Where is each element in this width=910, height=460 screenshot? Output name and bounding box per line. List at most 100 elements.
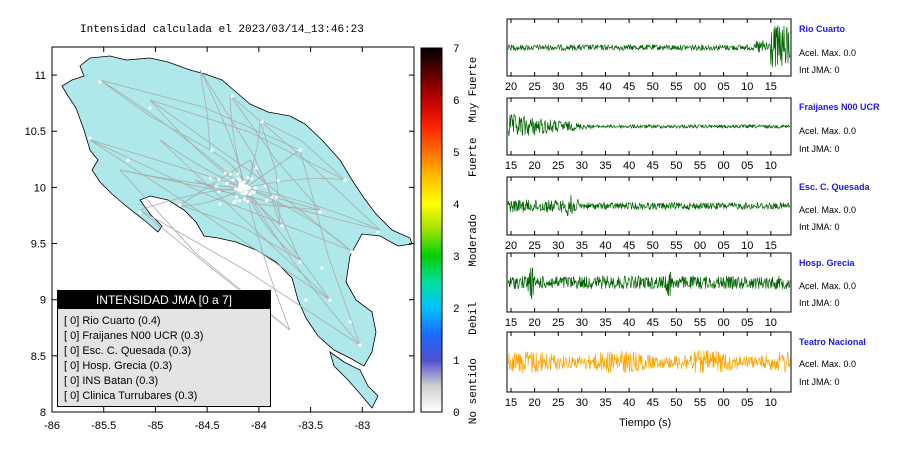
station-accel: Acel. Max. 0.0	[799, 205, 857, 215]
scale-bar	[420, 47, 443, 413]
station-name: Esc. C. Quesada	[799, 182, 870, 192]
city-dot	[280, 224, 284, 228]
city-dot	[242, 197, 247, 201]
map-title: Intensidad calculada el 2023/03/14_13:46…	[80, 24, 364, 36]
y-tick-label: 9.5	[31, 239, 46, 251]
time-tick-label: 55	[694, 317, 706, 329]
road-segment	[149, 99, 246, 189]
city-dot	[245, 190, 249, 195]
road-segment	[244, 187, 361, 346]
city-dot	[208, 176, 212, 180]
road-segment	[259, 119, 281, 226]
time-tick-label: 40	[599, 81, 611, 93]
road-segment	[119, 169, 381, 231]
waveform-line	[507, 113, 791, 137]
time-tick-label: 25	[528, 240, 540, 252]
x-tick-label: -84	[251, 420, 267, 432]
city-dot	[328, 298, 332, 302]
city-dot	[304, 298, 308, 302]
time-tick-label: 25	[528, 81, 540, 93]
legend-item: [ 0] Hosp. Grecia (0.3)	[64, 360, 173, 372]
time-tick-label: 15	[765, 81, 777, 93]
time-tick-label: 00	[717, 317, 729, 329]
y-tick-label: 10.5	[25, 126, 46, 138]
y-tick-label: 10	[34, 182, 46, 194]
x-tick-label: -85	[147, 420, 163, 432]
road-segment	[89, 139, 331, 301]
time-tick-label: 00	[717, 397, 729, 409]
time-tick-label: 25	[552, 160, 564, 172]
waveform-line	[507, 194, 791, 217]
scale-tick-label: 7	[453, 44, 460, 56]
time-tick-label: 55	[670, 81, 682, 93]
legend-item: [ 0] Rio Cuarto (0.4)	[64, 315, 161, 327]
road-segment	[229, 94, 321, 211]
city-dot	[98, 80, 102, 84]
x-axis-label: Tiempo (s)	[619, 417, 672, 429]
seismogram-panel: 15 20 25 30 35 40 45 50 55 00 05 10	[505, 331, 792, 409]
scale-tick-label: 1	[453, 356, 460, 368]
road-segment	[89, 139, 351, 251]
x-tick-label: -85.5	[91, 420, 116, 432]
time-tick-label: 05	[717, 81, 729, 93]
y-tick-label: 11	[35, 70, 46, 82]
city-dot	[253, 186, 257, 190]
scale-level-label: Moderado	[468, 214, 480, 267]
road-segment	[244, 178, 346, 189]
city-dot	[223, 171, 227, 175]
time-tick-label: 15	[505, 397, 517, 409]
city-dot	[210, 148, 214, 152]
city-dot	[298, 260, 302, 264]
city-dot	[248, 192, 252, 196]
city-dot	[238, 184, 242, 188]
city-dot	[214, 184, 219, 188]
scale-tick-label: 6	[453, 96, 460, 108]
road-segment	[139, 209, 361, 346]
time-tick-label: 30	[552, 240, 564, 252]
time-tick-label: 20	[505, 240, 517, 252]
city-dot	[235, 172, 240, 176]
seismogram-panel: 15 20 25 30 35 40 45 50 55 00 05 10	[505, 252, 792, 329]
time-tick-label: 45	[647, 397, 659, 409]
city-dot	[233, 199, 238, 203]
road-network	[89, 69, 381, 346]
time-tick-label: 05	[741, 397, 753, 409]
city-dot	[238, 178, 242, 182]
city-dot	[228, 172, 233, 176]
road-segment	[149, 99, 346, 181]
time-tick-label: 55	[694, 397, 706, 409]
time-tick-label: 00	[694, 81, 706, 93]
time-tick-label: 50	[647, 81, 659, 93]
time-tick-label: 30	[552, 81, 564, 93]
city-dot	[276, 178, 280, 183]
time-tick-label: 20	[528, 397, 540, 409]
legend-item: [ 0] Esc. C. Quesada (0.3)	[64, 345, 192, 357]
legend-header: INTENSIDAD JMA [0 a 7]	[58, 291, 270, 309]
legend-item: [ 0] Clinica Turrubares (0.3)	[64, 390, 198, 402]
time-tick-label: 10	[765, 160, 777, 172]
waveform-line	[507, 267, 791, 300]
city-dot	[320, 266, 324, 270]
time-tick-label: 55	[670, 240, 682, 252]
time-tick-label: 10	[765, 397, 777, 409]
seismogram-panels: 20 25 30 35 40 45 50 55 00 05 10 15 15 20 25 30 35 40 45 50…	[505, 18, 792, 409]
y-tick-label: 8.5	[31, 351, 46, 363]
city-dot	[238, 199, 242, 203]
time-tick-label: 40	[623, 160, 635, 172]
city-dot	[225, 181, 229, 186]
time-tick-label: 05	[741, 317, 753, 329]
time-tick-label: 35	[599, 160, 611, 172]
station-accel: Acel. Max. 0.0	[799, 48, 857, 58]
city-dot	[270, 195, 274, 199]
time-tick-label: 40	[623, 397, 635, 409]
city-dot	[274, 195, 279, 200]
y-tick-label: 8	[40, 407, 46, 419]
city-dot	[290, 328, 294, 332]
station-accel: Acel. Max. 0.0	[799, 359, 857, 369]
time-tick-label: 35	[599, 397, 611, 409]
city-dot	[358, 343, 362, 347]
station-jma: Int JMA: 0	[799, 377, 840, 387]
city-dot	[260, 120, 264, 124]
city-dot	[263, 184, 267, 188]
time-tick-label: 20	[528, 160, 540, 172]
